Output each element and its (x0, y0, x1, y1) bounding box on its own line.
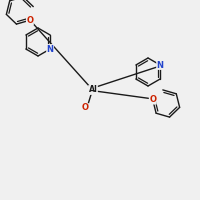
Text: O: O (82, 104, 88, 112)
Text: N: N (157, 60, 164, 70)
Text: N: N (47, 45, 54, 53)
Text: O: O (26, 16, 33, 25)
Text: O: O (149, 95, 156, 104)
Text: Al: Al (89, 86, 97, 95)
